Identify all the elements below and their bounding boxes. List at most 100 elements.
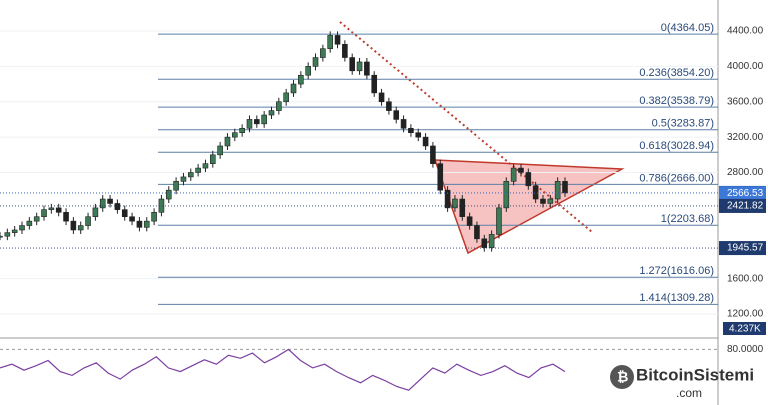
candle (488, 234, 495, 248)
candle (246, 119, 253, 129)
candle (459, 198, 466, 218)
candle (77, 225, 84, 231)
candle (481, 238, 488, 248)
candle (532, 185, 539, 200)
y-tick-label: 3600.00 (727, 96, 764, 107)
candle (136, 220, 143, 228)
price-tag-label: 2421.82 (727, 201, 764, 212)
candle (320, 48, 326, 58)
candle (33, 216, 40, 222)
price-tag (719, 198, 766, 213)
candle (298, 74, 304, 85)
candle (99, 198, 106, 209)
candle (562, 181, 568, 194)
candle (525, 172, 532, 187)
candle (4, 232, 11, 237)
y-tick-label: 3200.00 (727, 132, 764, 143)
fib-label: 0.618(3028.94) (639, 140, 714, 152)
price-tag (719, 186, 766, 201)
candle (19, 225, 25, 231)
candle (232, 132, 238, 138)
candle (217, 145, 223, 156)
candle (444, 189, 451, 209)
candle (540, 198, 546, 204)
candle (187, 172, 194, 178)
candle (474, 225, 480, 240)
fib-label: 1.272(1616.06) (639, 265, 714, 277)
fib-label: 0.236(3854.20) (639, 67, 714, 79)
candle (129, 216, 135, 222)
price-tag-label: 1945.57 (727, 243, 764, 254)
volume-tag (723, 322, 766, 335)
candle (180, 176, 187, 182)
candle (0, 235, 3, 238)
candle (518, 167, 524, 173)
candle (386, 101, 392, 111)
candle (430, 145, 436, 164)
candle (63, 211, 69, 222)
candle (283, 92, 289, 103)
watermark-icon: ₿ (617, 369, 628, 385)
candle (437, 163, 444, 191)
candle (554, 181, 561, 200)
candle (342, 43, 348, 58)
candle (261, 114, 267, 125)
candle (11, 229, 18, 233)
candle (202, 163, 209, 169)
rsi-line (0, 348, 566, 391)
rsi-tick-label: 80.0000 (727, 344, 764, 355)
candle (503, 181, 510, 209)
candle (290, 83, 297, 94)
candle (239, 127, 245, 134)
price-tag-label: 2566.53 (727, 188, 764, 199)
candle (364, 61, 370, 76)
candle (195, 167, 201, 173)
candle (276, 101, 282, 111)
candle (224, 136, 231, 147)
candle (334, 35, 341, 45)
candle (41, 209, 47, 218)
candle (48, 207, 55, 210)
fib-label: 0.5(3283.87) (652, 118, 714, 130)
fib-label: 1.414(1309.28) (639, 292, 714, 304)
candle (26, 220, 33, 226)
y-tick-label: 2800.00 (727, 167, 764, 178)
candle (121, 209, 128, 218)
candle (173, 181, 179, 191)
candle (452, 198, 458, 209)
candle (55, 207, 62, 213)
candle (107, 198, 113, 204)
triangle-pattern (433, 159, 625, 255)
candle (496, 207, 502, 235)
fib-label: 0.786(2666.00) (639, 172, 714, 184)
watermark-logo (610, 365, 634, 389)
candle (254, 119, 260, 125)
y-tick-label: 4000.00 (727, 61, 764, 72)
fib-label: 0.382(3538.79) (639, 95, 714, 107)
candle (378, 92, 385, 103)
candle (114, 203, 121, 210)
price-tag (719, 241, 766, 256)
y-tick-label: 1600.00 (727, 273, 764, 284)
candle (327, 35, 333, 49)
y-tick-label: 1200.00 (727, 309, 764, 320)
y-tick-label: 4400.00 (727, 26, 764, 37)
candle (70, 220, 77, 231)
watermark: ₿ BitcoinSistemi .com (610, 365, 754, 400)
fib-label: 0(4364.05) (661, 22, 714, 34)
watermark-domain: .com (676, 386, 702, 400)
candle (466, 216, 473, 226)
candle (393, 110, 400, 120)
candle (356, 61, 363, 72)
candle (268, 110, 275, 116)
candle (422, 136, 429, 147)
candle (151, 211, 157, 222)
candle (408, 127, 414, 134)
fib-label: 1(2203.68) (661, 213, 714, 225)
candle (143, 220, 150, 228)
candle (400, 119, 407, 129)
candle (312, 57, 319, 67)
candle (371, 74, 378, 94)
